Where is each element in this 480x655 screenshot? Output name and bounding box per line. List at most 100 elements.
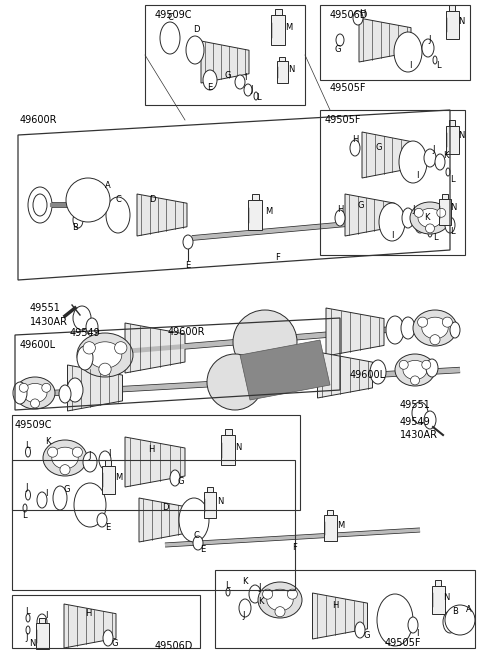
- Text: G: G: [363, 631, 370, 641]
- Ellipse shape: [258, 582, 302, 618]
- Text: G: G: [335, 45, 341, 54]
- Circle shape: [66, 178, 110, 222]
- Ellipse shape: [74, 483, 106, 527]
- Ellipse shape: [67, 378, 83, 402]
- Bar: [225, 429, 231, 435]
- Ellipse shape: [403, 360, 427, 380]
- Ellipse shape: [86, 318, 98, 336]
- Text: 49551: 49551: [400, 400, 431, 410]
- Text: 49505F: 49505F: [385, 638, 421, 648]
- Bar: [215, 570, 475, 648]
- Ellipse shape: [25, 490, 31, 500]
- Text: B: B: [72, 223, 78, 233]
- Text: E: E: [105, 523, 110, 531]
- Text: J: J: [251, 86, 253, 94]
- Bar: [327, 510, 333, 515]
- Text: H: H: [332, 601, 338, 610]
- Bar: [276, 61, 288, 83]
- Text: G: G: [225, 71, 231, 79]
- Ellipse shape: [353, 11, 363, 25]
- Text: N: N: [288, 66, 294, 75]
- Circle shape: [60, 464, 70, 475]
- Text: N: N: [217, 498, 223, 506]
- Ellipse shape: [106, 197, 130, 233]
- Ellipse shape: [418, 208, 442, 227]
- Ellipse shape: [52, 447, 78, 469]
- Circle shape: [99, 363, 111, 375]
- Text: A: A: [105, 181, 111, 189]
- Text: N: N: [450, 204, 456, 212]
- Text: H: H: [337, 206, 343, 214]
- Ellipse shape: [426, 359, 438, 377]
- Bar: [101, 466, 115, 494]
- Ellipse shape: [77, 333, 133, 377]
- Text: M: M: [285, 24, 292, 33]
- Circle shape: [410, 376, 420, 385]
- Ellipse shape: [183, 235, 193, 249]
- Bar: [39, 618, 45, 623]
- Polygon shape: [359, 18, 411, 62]
- Bar: [275, 9, 281, 15]
- Polygon shape: [362, 132, 414, 178]
- Text: 49506D: 49506D: [155, 641, 193, 651]
- Text: J: J: [429, 35, 431, 45]
- Text: 1430AR: 1430AR: [400, 430, 438, 440]
- Polygon shape: [345, 194, 395, 236]
- Circle shape: [48, 447, 58, 457]
- Polygon shape: [137, 194, 187, 236]
- Bar: [36, 623, 48, 649]
- Text: E: E: [185, 261, 191, 269]
- Ellipse shape: [370, 360, 386, 384]
- Text: G: G: [64, 485, 71, 495]
- Circle shape: [31, 399, 39, 408]
- Text: F: F: [276, 253, 280, 263]
- Text: K: K: [258, 597, 264, 607]
- Text: N: N: [458, 130, 464, 140]
- Text: J: J: [258, 582, 261, 591]
- Ellipse shape: [386, 316, 404, 344]
- Ellipse shape: [415, 217, 425, 233]
- Text: H: H: [352, 136, 359, 145]
- Text: H: H: [148, 445, 155, 455]
- Text: L: L: [225, 580, 229, 590]
- Bar: [449, 5, 455, 11]
- Circle shape: [115, 342, 127, 354]
- Circle shape: [233, 310, 297, 374]
- Ellipse shape: [350, 140, 360, 156]
- Polygon shape: [125, 437, 185, 487]
- Text: H: H: [359, 9, 365, 18]
- Text: K: K: [424, 214, 430, 223]
- Circle shape: [263, 589, 273, 599]
- Bar: [445, 11, 458, 39]
- Bar: [279, 56, 285, 61]
- Ellipse shape: [355, 622, 365, 638]
- Bar: [435, 580, 441, 586]
- Bar: [204, 492, 216, 518]
- Bar: [449, 121, 455, 126]
- Ellipse shape: [226, 588, 230, 596]
- Text: M: M: [265, 208, 272, 217]
- Text: A: A: [466, 605, 472, 614]
- Ellipse shape: [43, 440, 87, 476]
- Text: L: L: [256, 94, 260, 102]
- Bar: [324, 515, 336, 541]
- Text: L: L: [436, 60, 440, 69]
- Ellipse shape: [394, 32, 422, 72]
- Text: L: L: [433, 233, 438, 242]
- Polygon shape: [312, 593, 368, 639]
- Ellipse shape: [413, 310, 457, 346]
- Text: I: I: [45, 610, 48, 620]
- Ellipse shape: [336, 34, 344, 46]
- Ellipse shape: [401, 317, 415, 339]
- Ellipse shape: [399, 141, 427, 183]
- Bar: [439, 199, 451, 225]
- Text: 49505F: 49505F: [330, 83, 367, 93]
- Bar: [145, 5, 305, 105]
- Polygon shape: [326, 308, 384, 356]
- Ellipse shape: [377, 594, 413, 646]
- Ellipse shape: [379, 203, 405, 241]
- Ellipse shape: [33, 194, 47, 216]
- Text: 49600L: 49600L: [350, 370, 386, 380]
- Text: 49549: 49549: [70, 328, 101, 338]
- Ellipse shape: [25, 447, 31, 457]
